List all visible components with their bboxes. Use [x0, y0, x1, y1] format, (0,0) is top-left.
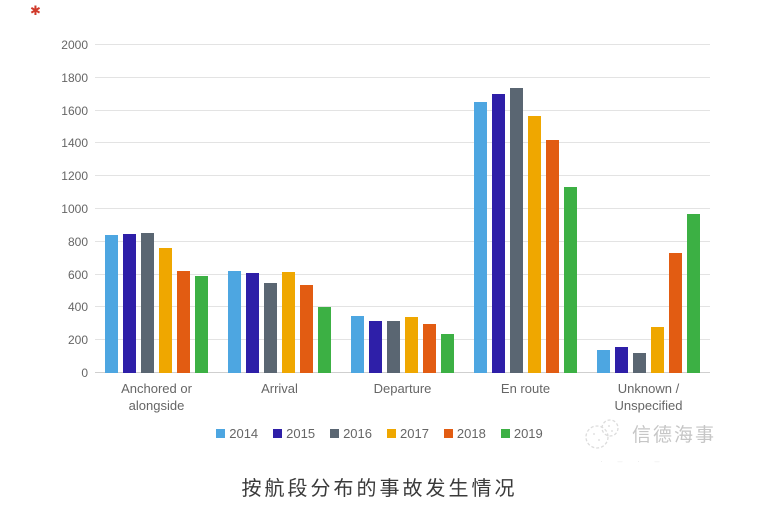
legend-swatch-2016	[330, 429, 340, 438]
legend-item-2016[interactable]: 2016	[330, 426, 372, 441]
category-label-unknown-unspecified: Unknown / Unspecified	[614, 381, 683, 413]
y-tick-label-1400: 1400	[61, 136, 88, 151]
legend-swatch-2014	[216, 429, 226, 438]
category-label-departure: Departure	[373, 381, 432, 396]
red-stamp-icon: ✱	[30, 3, 41, 18]
gridline-0	[95, 372, 710, 373]
gridline-1400	[95, 142, 710, 144]
gridline-1200	[95, 175, 710, 177]
bar-2019-arrival[interactable]	[318, 306, 331, 373]
accidents-by-voyage-segment-chart: 0 200 400 600 800 1000 1200 1400 1600 1800 2000 An…	[0, 38, 759, 441]
bar-2016-departure[interactable]	[387, 320, 400, 373]
bar-2015-anchored-or-alongside[interactable]	[123, 233, 136, 373]
y-tick-label-1200: 1200	[61, 169, 88, 184]
legend-item-2018[interactable]: 2018	[443, 426, 486, 441]
bar-2014-unknown-unspecified[interactable]	[597, 350, 610, 373]
bar-2018-anchored-or-alongside[interactable]	[177, 271, 190, 373]
bar-2017-en-route[interactable]	[528, 116, 541, 373]
xinde-maritime-logo-icon	[585, 419, 619, 449]
legend-label-2019: 2019	[513, 426, 543, 441]
bar-2016-unknown-unspecified[interactable]	[633, 353, 646, 373]
chart-caption: 按航段分布的事故发生情况	[241, 478, 518, 500]
bar-2018-en-route[interactable]	[546, 140, 559, 373]
gridline-800	[95, 240, 710, 242]
gridline-1800	[95, 76, 710, 78]
gridline-1000	[95, 208, 710, 209]
bar-2019-unknown-unspecified[interactable]	[687, 213, 700, 373]
bar-2015-departure[interactable]	[369, 321, 382, 373]
y-tick-label-200: 200	[67, 333, 88, 348]
legend-swatch-2015	[273, 429, 283, 438]
bar-2015-unknown-unspecified[interactable]	[615, 346, 628, 373]
bar-2014-en-route[interactable]	[474, 101, 487, 373]
y-tick-label-1600: 1600	[61, 103, 88, 118]
bar-2018-arrival[interactable]	[300, 285, 313, 373]
watermark-text: 信德海事	[632, 424, 717, 446]
bar-2014-arrival[interactable]	[228, 270, 241, 373]
plot-area	[95, 44, 710, 373]
legend-label-2014: 2014	[229, 426, 259, 441]
legend-item-2014[interactable]: 2014	[216, 426, 258, 441]
bar-2014-anchored-or-alongside[interactable]	[105, 235, 118, 373]
legend-label-2018: 2018	[456, 426, 486, 441]
category-label-arrival: Arrival	[261, 381, 298, 396]
bar-2017-unknown-unspecified[interactable]	[651, 327, 664, 373]
bar-2019-anchored-or-alongside[interactable]	[195, 276, 208, 373]
gridline-1600	[95, 109, 710, 111]
legend-label-2016: 2016	[343, 426, 372, 441]
legend-swatch-2019	[500, 429, 510, 438]
y-tick-label-600: 600	[67, 267, 88, 282]
legend-swatch-2017	[387, 429, 396, 438]
y-tick-label-2000: 2000	[61, 38, 88, 52]
bar-2018-unknown-unspecified[interactable]	[669, 253, 682, 373]
watermark-dashes: · – · –	[600, 456, 666, 466]
legend-label-2015: 2015	[286, 426, 316, 441]
y-tick-label-1800: 1800	[61, 70, 88, 85]
legend-item-2017[interactable]: 2017	[387, 426, 429, 441]
bar-2017-departure[interactable]	[405, 317, 418, 373]
bar-2016-en-route[interactable]	[510, 87, 523, 373]
bar-2015-en-route[interactable]	[492, 94, 505, 373]
gridline-400	[95, 306, 710, 308]
bar-2019-departure[interactable]	[441, 333, 454, 373]
y-tick-label-800: 800	[67, 234, 88, 249]
category-label-anchored-or-alongside: Anchored or alongside	[121, 381, 192, 413]
gridline-2000	[95, 44, 710, 45]
category-label-en-route: En route	[500, 381, 551, 396]
legend-label-2017: 2017	[400, 426, 429, 441]
y-tick-label-400: 400	[67, 300, 88, 315]
chart-legend: 2014 2015 2016 2017 2018 2019	[0, 426, 759, 441]
bar-2015-arrival[interactable]	[246, 272, 259, 373]
legend-swatch-2018	[443, 429, 453, 438]
y-tick-label-0: 0	[81, 366, 88, 380]
gridline-200	[95, 339, 710, 341]
bar-2018-departure[interactable]	[423, 323, 436, 373]
bar-2016-anchored-or-alongside[interactable]	[141, 232, 154, 373]
bar-2019-en-route[interactable]	[564, 186, 577, 373]
bar-2016-arrival[interactable]	[264, 282, 277, 373]
bar-2017-anchored-or-alongside[interactable]	[159, 247, 172, 373]
legend-item-2015[interactable]: 2015	[273, 426, 315, 441]
legend-item-2019[interactable]: 2019	[500, 426, 543, 441]
gridline-600	[95, 273, 710, 275]
bar-2017-arrival[interactable]	[282, 272, 295, 373]
watermark: 信德海事	[582, 412, 716, 454]
bar-2014-departure[interactable]	[351, 316, 364, 373]
y-tick-label-1000: 1000	[61, 202, 88, 216]
